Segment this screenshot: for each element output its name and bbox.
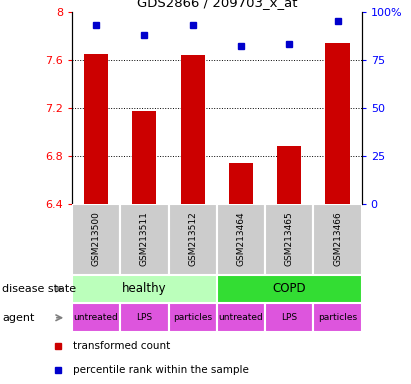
Bar xyxy=(217,303,265,332)
Text: untreated: untreated xyxy=(74,313,118,322)
Bar xyxy=(265,204,314,275)
Bar xyxy=(326,43,350,204)
Text: GSM213512: GSM213512 xyxy=(188,212,197,266)
Text: healthy: healthy xyxy=(122,283,167,295)
Text: disease state: disease state xyxy=(2,284,76,294)
Text: transformed count: transformed count xyxy=(73,341,170,351)
Bar xyxy=(169,303,217,332)
Text: GSM213464: GSM213464 xyxy=(236,212,245,266)
Title: GDS2866 / 209703_x_at: GDS2866 / 209703_x_at xyxy=(136,0,297,9)
Text: agent: agent xyxy=(2,313,35,323)
Bar xyxy=(277,146,301,204)
Bar xyxy=(180,55,205,204)
Bar xyxy=(314,204,362,275)
Text: GSM213465: GSM213465 xyxy=(285,212,294,266)
Text: particles: particles xyxy=(318,313,357,322)
Text: untreated: untreated xyxy=(219,313,263,322)
Text: particles: particles xyxy=(173,313,212,322)
Bar xyxy=(169,204,217,275)
Bar xyxy=(120,303,169,332)
Text: COPD: COPD xyxy=(272,283,306,295)
Bar xyxy=(72,303,120,332)
Text: LPS: LPS xyxy=(136,313,152,322)
Text: GSM213511: GSM213511 xyxy=(140,212,149,266)
Text: GSM213466: GSM213466 xyxy=(333,212,342,266)
Text: GSM213500: GSM213500 xyxy=(92,212,101,266)
Text: percentile rank within the sample: percentile rank within the sample xyxy=(73,364,249,375)
Bar xyxy=(84,53,108,204)
Bar xyxy=(72,204,120,275)
Bar xyxy=(265,303,314,332)
Bar xyxy=(217,204,265,275)
Bar xyxy=(217,275,362,303)
Bar xyxy=(314,303,362,332)
Bar xyxy=(120,204,169,275)
Text: LPS: LPS xyxy=(281,313,297,322)
Bar xyxy=(132,111,157,204)
Bar xyxy=(229,163,253,204)
Bar xyxy=(72,275,217,303)
